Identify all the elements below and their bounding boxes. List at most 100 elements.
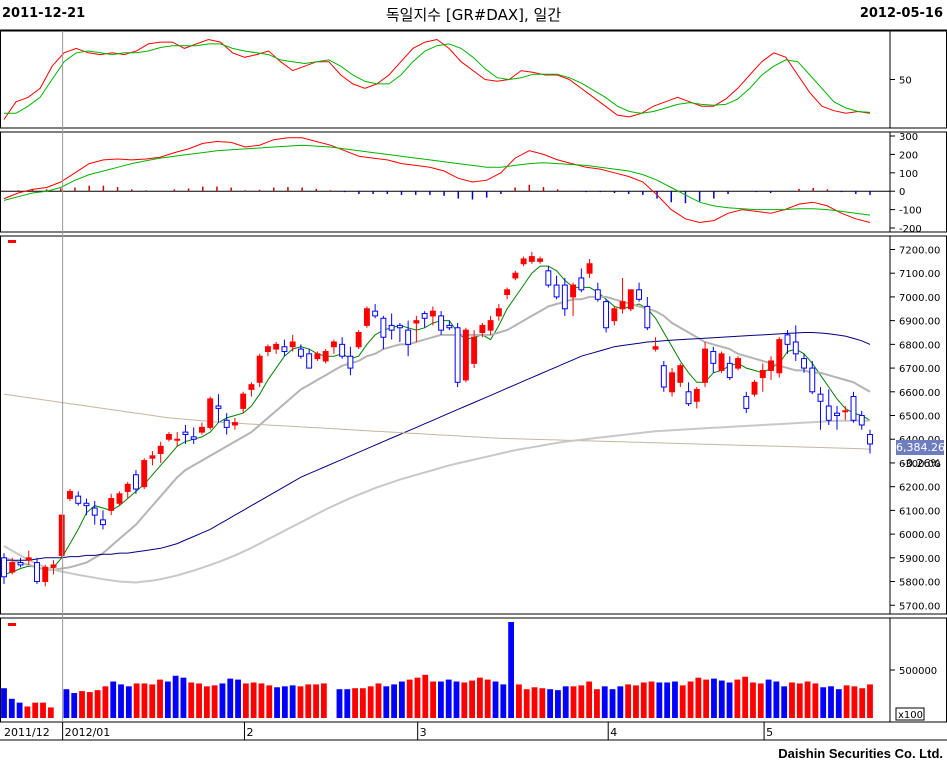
volume-bar xyxy=(492,681,499,718)
candle-body xyxy=(223,419,230,428)
candle-body xyxy=(314,353,321,360)
volume-bar xyxy=(149,684,156,718)
candle-body xyxy=(784,334,791,345)
macd-tick-1: 200 xyxy=(899,150,918,161)
macd-signal-line xyxy=(3,144,871,216)
volume-bar xyxy=(375,683,382,718)
candle-body xyxy=(413,320,420,324)
volume-bar xyxy=(664,682,671,718)
volume-bar xyxy=(703,679,710,718)
candle-body xyxy=(850,396,857,421)
macd-tick-5: -200 xyxy=(899,224,922,235)
volume-bar xyxy=(547,689,554,718)
volume-bar xyxy=(851,686,858,718)
price-tick-5: 6700.00 xyxy=(899,364,940,375)
volume-bar xyxy=(118,684,124,718)
price-tick-15: 5700.00 xyxy=(899,601,940,612)
candle-body xyxy=(339,343,346,357)
volume-bar xyxy=(617,686,624,718)
x-label-1: 2012/01 xyxy=(65,726,111,739)
candle-body xyxy=(792,341,799,355)
candle-body xyxy=(388,324,395,331)
candle-body xyxy=(603,301,610,329)
volume-bar xyxy=(773,681,780,718)
volume-bar xyxy=(367,686,374,718)
candle-body xyxy=(702,348,708,383)
volume-bar xyxy=(789,682,795,718)
volume-bar xyxy=(16,702,23,718)
volume-bar xyxy=(601,686,608,718)
price-tick-6: 6600.00 xyxy=(899,388,940,399)
candle-body xyxy=(372,310,379,317)
volume-bar xyxy=(835,689,842,718)
candle-body xyxy=(273,343,280,350)
volume-bar xyxy=(313,684,319,718)
volume-bar xyxy=(211,685,218,718)
chart-header: 2011-12-21 독일지수 [GR#DAX], 일간 2012-05-16 xyxy=(0,0,947,30)
volume-bar xyxy=(804,681,811,718)
candle-body xyxy=(479,324,486,333)
candle-body xyxy=(174,438,181,441)
candle-body xyxy=(471,336,478,364)
volume-bar xyxy=(406,679,413,718)
ma-line-60 xyxy=(4,332,871,561)
volume-bar xyxy=(414,677,421,718)
volume-bar xyxy=(258,683,265,718)
volume-marker xyxy=(8,623,16,626)
price-tick-9: 6300.00 xyxy=(899,459,940,470)
candle-body xyxy=(42,566,49,583)
candle-body xyxy=(166,433,172,440)
volume-bar xyxy=(796,683,803,718)
volume-bar xyxy=(32,702,39,718)
candle-body xyxy=(809,367,816,393)
volume-bar xyxy=(500,684,507,718)
price-tick-0: 7200.00 xyxy=(899,245,940,256)
candle-body xyxy=(619,301,626,310)
candle-body xyxy=(182,431,189,435)
volume-bar xyxy=(726,682,733,718)
price-tick-3: 6900.00 xyxy=(899,317,940,328)
macd-tick-2: 100 xyxy=(899,169,918,180)
volume-bar xyxy=(625,684,632,718)
candle-body xyxy=(421,313,428,319)
volume-bar xyxy=(47,707,54,718)
candle-body xyxy=(91,507,98,516)
volume-bar xyxy=(352,688,358,718)
last-price-badge: 6,384.26 xyxy=(896,440,945,455)
candle-body xyxy=(124,483,131,492)
volume-bar xyxy=(765,679,772,718)
candle-body xyxy=(190,436,197,440)
volume-bar xyxy=(586,681,593,718)
volume-bar xyxy=(718,680,725,718)
candle-body xyxy=(801,358,807,369)
volume-bar xyxy=(734,679,741,718)
volume-bar xyxy=(843,685,850,718)
price-tick-14: 5800.00 xyxy=(899,578,940,589)
volume-bar xyxy=(679,685,686,718)
candle-body xyxy=(75,495,82,504)
price-tick-13: 5900.00 xyxy=(899,554,940,565)
candle-body xyxy=(438,315,445,331)
volume-bar xyxy=(594,689,600,718)
candle-body xyxy=(240,393,247,409)
volume-bar xyxy=(640,682,647,718)
volume-bar xyxy=(297,686,304,718)
candle-body xyxy=(660,365,667,388)
volume-bar xyxy=(750,682,756,718)
price-tick-7: 6500.00 xyxy=(899,412,940,423)
candle-body xyxy=(735,358,741,369)
candle-body xyxy=(396,324,403,329)
volume-bar xyxy=(196,683,202,718)
volume-bar xyxy=(859,688,866,718)
volume-bar xyxy=(477,677,483,718)
ma-line-20 xyxy=(3,295,871,571)
volume-bar xyxy=(539,688,546,718)
volume-bar xyxy=(469,680,476,718)
candle-body xyxy=(25,557,32,561)
volume-bar xyxy=(555,690,561,718)
candle-body xyxy=(636,289,643,300)
candle-body xyxy=(108,498,115,511)
candle-body xyxy=(141,460,148,488)
ma-line-120b xyxy=(3,419,870,584)
